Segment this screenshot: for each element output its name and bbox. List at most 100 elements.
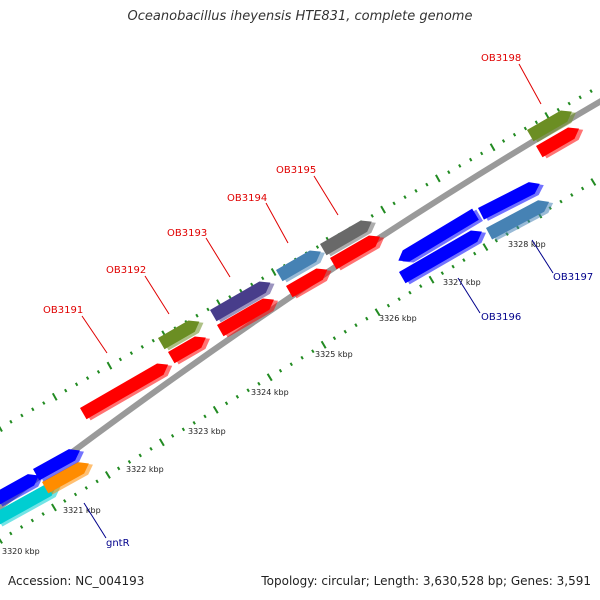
genome-backbone [0, 90, 600, 522]
tick-mark [481, 152, 483, 155]
tick-mark [491, 144, 495, 151]
tick-mark [579, 96, 581, 99]
tick-mark [153, 339, 155, 342]
gene-label-OB3193[interactable]: OB3193 [167, 228, 207, 239]
tick-mark [53, 393, 57, 400]
gene-label-OB3194[interactable]: OB3194 [227, 193, 267, 204]
tick-mark [131, 352, 133, 355]
tick-mark [193, 422, 195, 425]
tick-mark [344, 330, 346, 333]
tick-mark [334, 337, 336, 340]
tick-mark [0, 537, 2, 544]
scale-label: 3327 kbp [443, 278, 481, 287]
tick-mark [247, 389, 249, 392]
leader-line-OB3191 [82, 316, 107, 353]
tick-mark [404, 196, 406, 199]
tick-mark [64, 500, 66, 503]
tick-mark [312, 350, 314, 353]
tick-mark [415, 190, 417, 193]
tick-mark [590, 90, 592, 93]
tick-mark [262, 277, 264, 280]
tick-mark [43, 402, 45, 405]
tick-mark [381, 206, 385, 213]
tick-mark [470, 158, 472, 161]
tick-mark [120, 358, 122, 361]
tick-mark [448, 171, 450, 174]
tick-mark [568, 102, 570, 105]
tick-mark [452, 265, 454, 268]
gene-label-OB3198[interactable]: OB3198 [481, 53, 521, 64]
scale-label: 3320 kbp [2, 547, 40, 556]
gene-label-OB3197[interactable]: OB3197 [553, 272, 593, 283]
gene-labels: OB3191 OB3192 OB3193 OB3194 OB3195 OB319… [43, 53, 593, 549]
tick-mark [142, 346, 144, 349]
scale-label: 3322 kbp [126, 465, 164, 474]
tick-mark [426, 183, 428, 186]
tick-mark [503, 140, 505, 143]
tick-mark [483, 244, 487, 251]
tick-mark [226, 402, 228, 405]
tick-mark [118, 467, 120, 470]
tick-mark [409, 291, 411, 294]
tick-mark [317, 246, 319, 249]
tick-mark [237, 395, 239, 398]
tick-mark [21, 526, 23, 529]
tick-mark [272, 269, 276, 276]
tick-mark [366, 317, 368, 320]
leader-line-OB3193 [206, 238, 230, 277]
tick-mark [76, 383, 78, 386]
scale-label: 3325 kbp [315, 350, 353, 359]
tick-mark [0, 425, 2, 432]
tick-mark [525, 127, 527, 130]
tick-mark [251, 283, 253, 286]
gene-label-OB3192[interactable]: OB3192 [106, 265, 146, 276]
tick-mark [87, 377, 89, 380]
tick-mark [106, 472, 110, 479]
tick-mark [436, 175, 440, 182]
tick-mark [463, 259, 465, 262]
gene-label-OB3196[interactable]: OB3196 [481, 312, 521, 323]
tick-mark [355, 324, 357, 327]
tick-mark [172, 435, 174, 438]
tick-mark [98, 371, 100, 374]
tick-mark [420, 285, 422, 288]
tick-mark [229, 296, 231, 299]
tick-mark [86, 487, 88, 490]
leader-line-OB3192 [145, 276, 169, 314]
gene-label-OB3191[interactable]: OB3191 [43, 305, 83, 316]
accession-text: Accession: NC_004193 [8, 574, 144, 588]
tick-mark [183, 428, 185, 431]
tick-mark [582, 187, 584, 190]
tick-mark [268, 374, 272, 381]
tick-mark [42, 513, 44, 516]
tick-mark [591, 179, 595, 186]
tick-mark [291, 363, 293, 366]
scale-label: 3326 kbp [379, 314, 417, 323]
tick-mark [52, 504, 56, 511]
tick-mark [398, 298, 400, 301]
tick-mark [560, 200, 562, 203]
tick-mark [75, 493, 77, 496]
tick-mark [214, 406, 218, 413]
tick-mark [571, 194, 573, 197]
scale-label: 3328 kbp [508, 240, 546, 249]
tick-mark [393, 202, 395, 205]
gene-label-gntR[interactable]: gntR [106, 538, 130, 549]
tick-mark [21, 414, 23, 417]
tick-mark [96, 480, 98, 483]
tick-mark [150, 448, 152, 451]
tick-mark [258, 382, 260, 385]
scale-label: 3321 kbp [63, 506, 101, 515]
tick-mark [207, 308, 209, 311]
topology-text: Topology: circular; Length: 3,630,528 bp… [261, 574, 591, 588]
tick-mark [129, 461, 131, 464]
tick-mark [388, 304, 390, 307]
tick-mark [430, 276, 434, 283]
gene-label-OB3195[interactable]: OB3195 [276, 165, 316, 176]
tick-mark [108, 362, 112, 369]
tick-mark [65, 389, 67, 392]
tick-mark [204, 415, 206, 418]
tick-mark [10, 532, 12, 535]
tick-mark [371, 215, 373, 218]
tick-mark [558, 108, 560, 111]
